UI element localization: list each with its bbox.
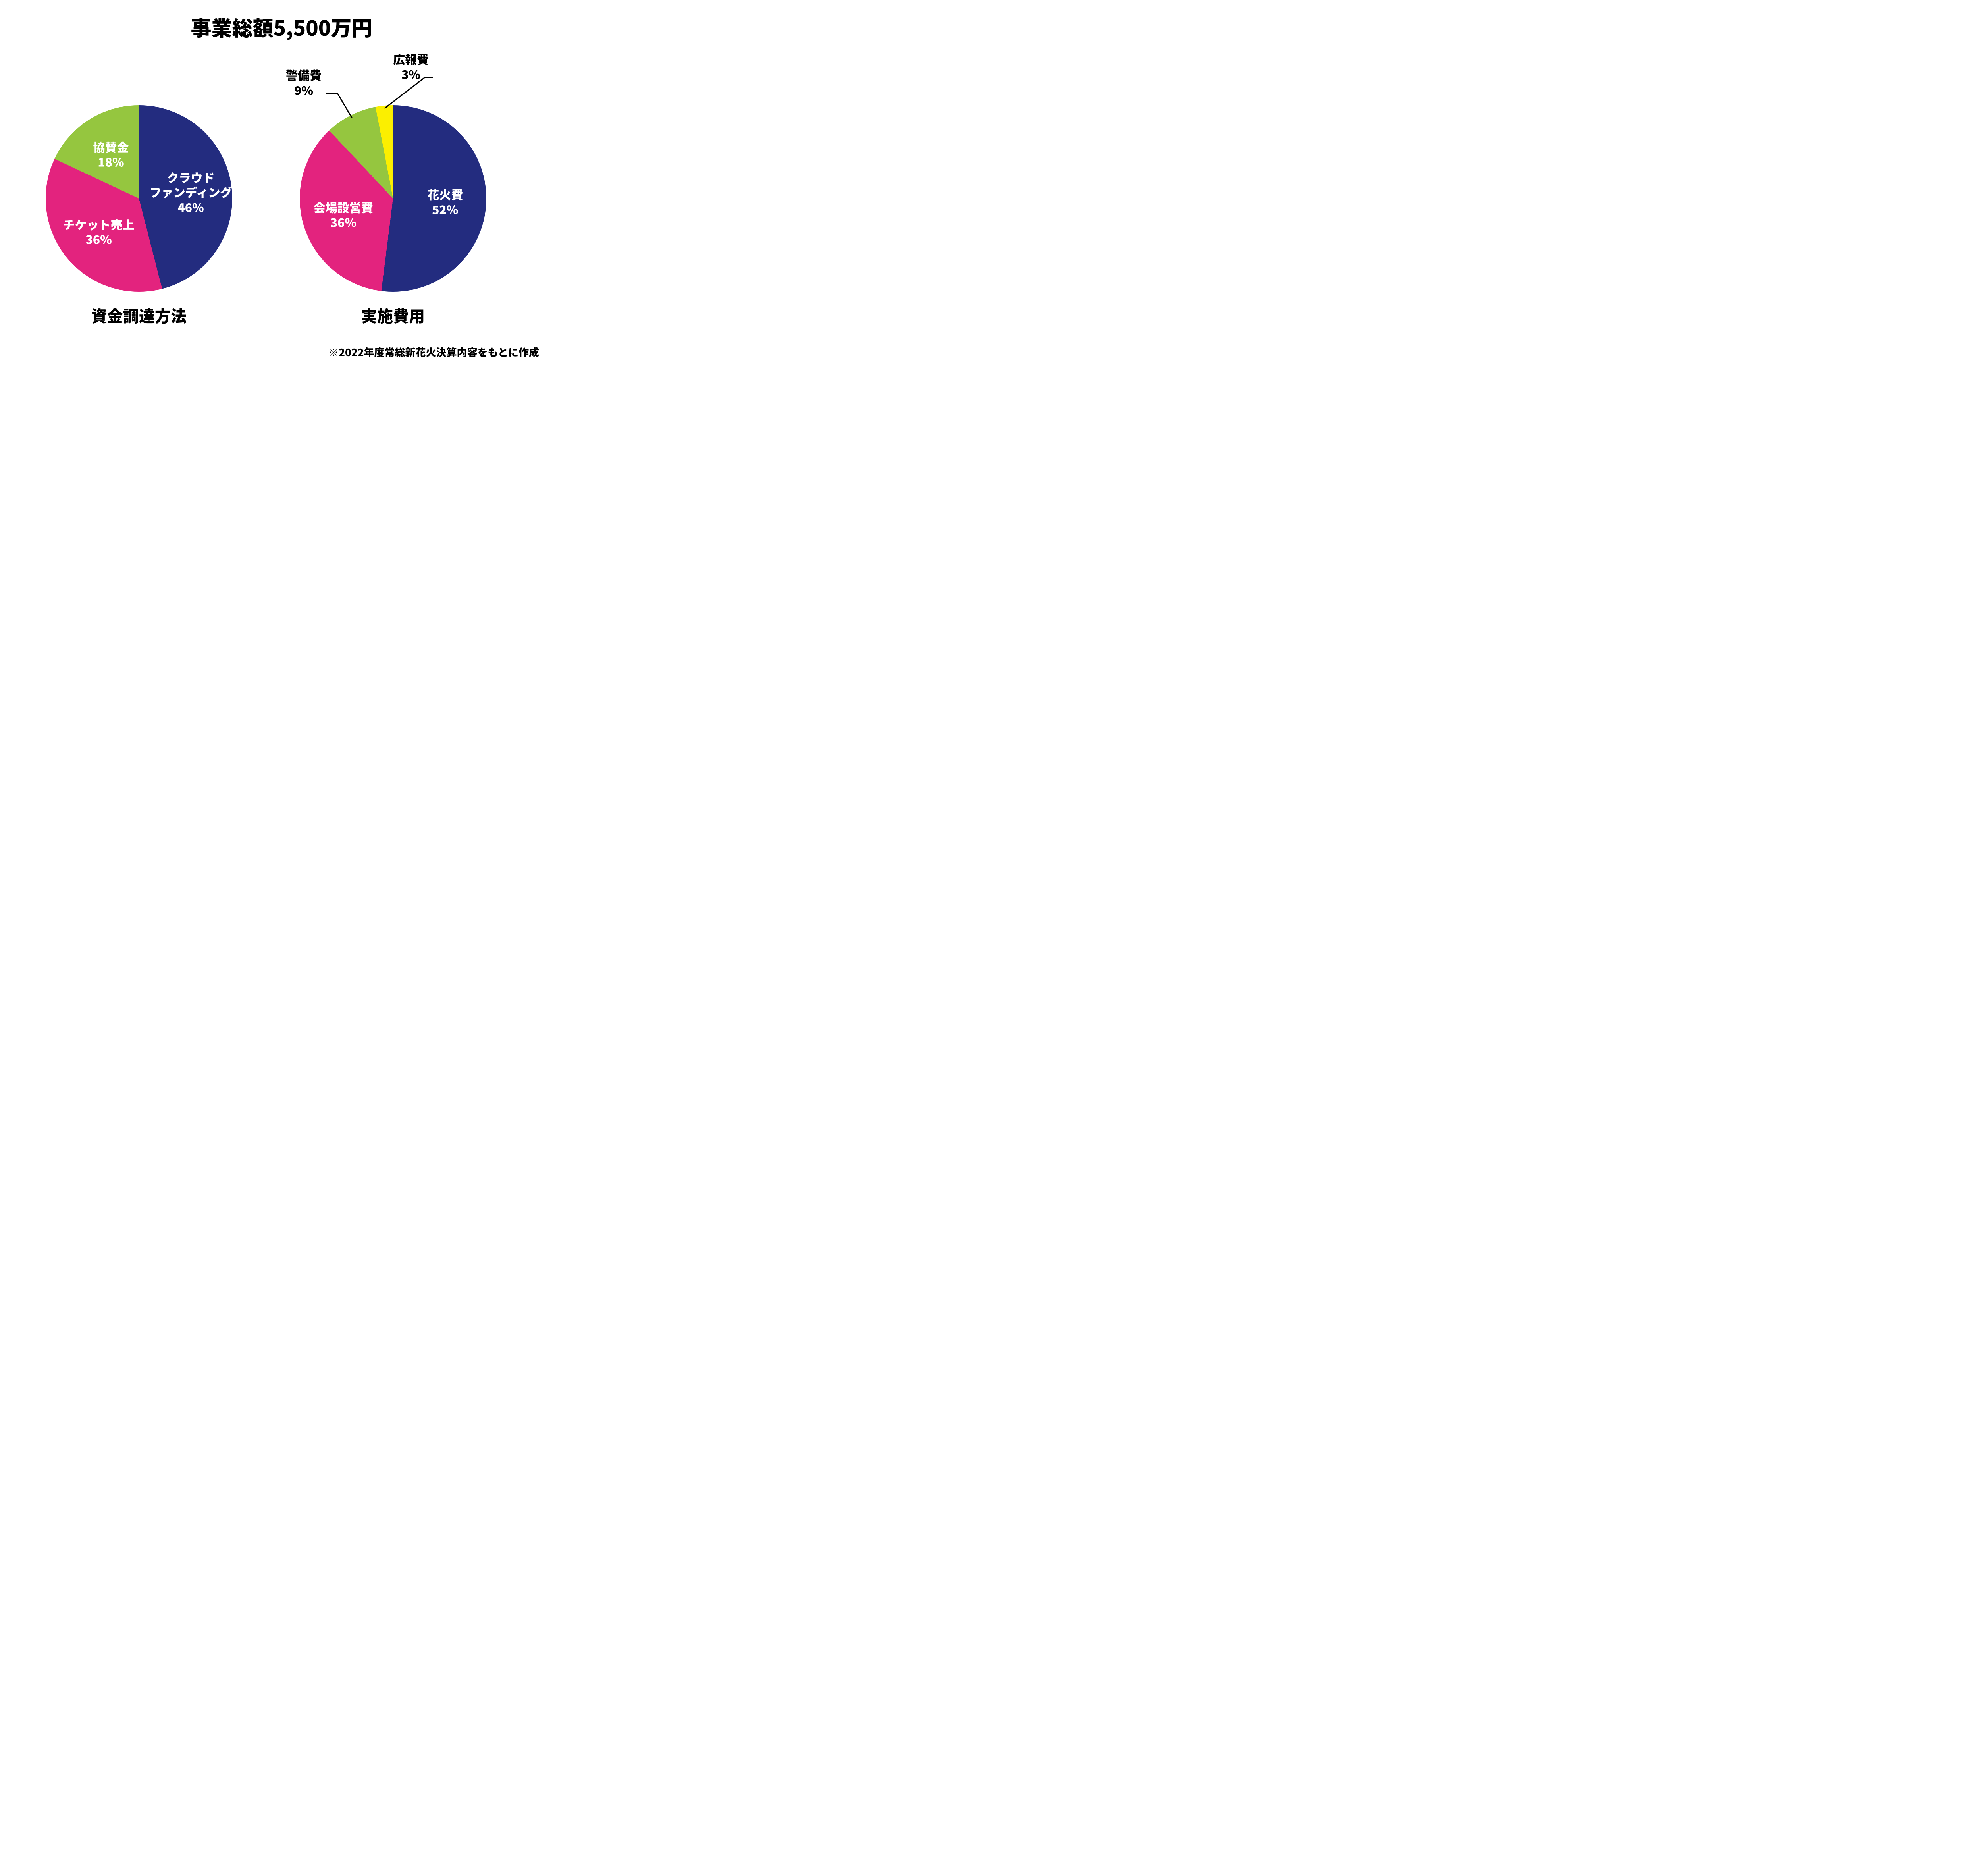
slice-label-text: 警備費 <box>286 67 322 83</box>
slice-label-percent: 9% <box>286 83 322 98</box>
slice-label-percent: 3% <box>393 67 429 82</box>
left-chart-title: 資金調達方法 <box>91 304 187 327</box>
label-kouhou-hi: 広報費 3% <box>393 52 429 81</box>
label-keibi-hi: 警備費 9% <box>286 67 322 97</box>
right-slice-label-1: 会場設営費36% <box>314 200 373 229</box>
right-slice-label-0: 花火費52% <box>427 187 463 217</box>
left-slice-label-0: クラウドファンディング46% <box>150 170 232 214</box>
left-slice-label-1: チケット売上36% <box>63 217 135 247</box>
left-pie-chart: クラウドファンディング46% チケット売上36% 協賛金18% <box>46 105 232 292</box>
left-slice-label-2: 協賛金18% <box>93 139 129 169</box>
slice-label-text: 広報費 <box>393 52 429 67</box>
right-pie-chart: 花火費52% 会場設営費36% <box>300 105 486 292</box>
right-chart-title: 実施費用 <box>361 304 425 327</box>
footnote: ※2022年度常総新花火決算内容をもとに作成 <box>328 345 539 359</box>
main-title: 事業総額5,500万円 <box>191 12 372 42</box>
